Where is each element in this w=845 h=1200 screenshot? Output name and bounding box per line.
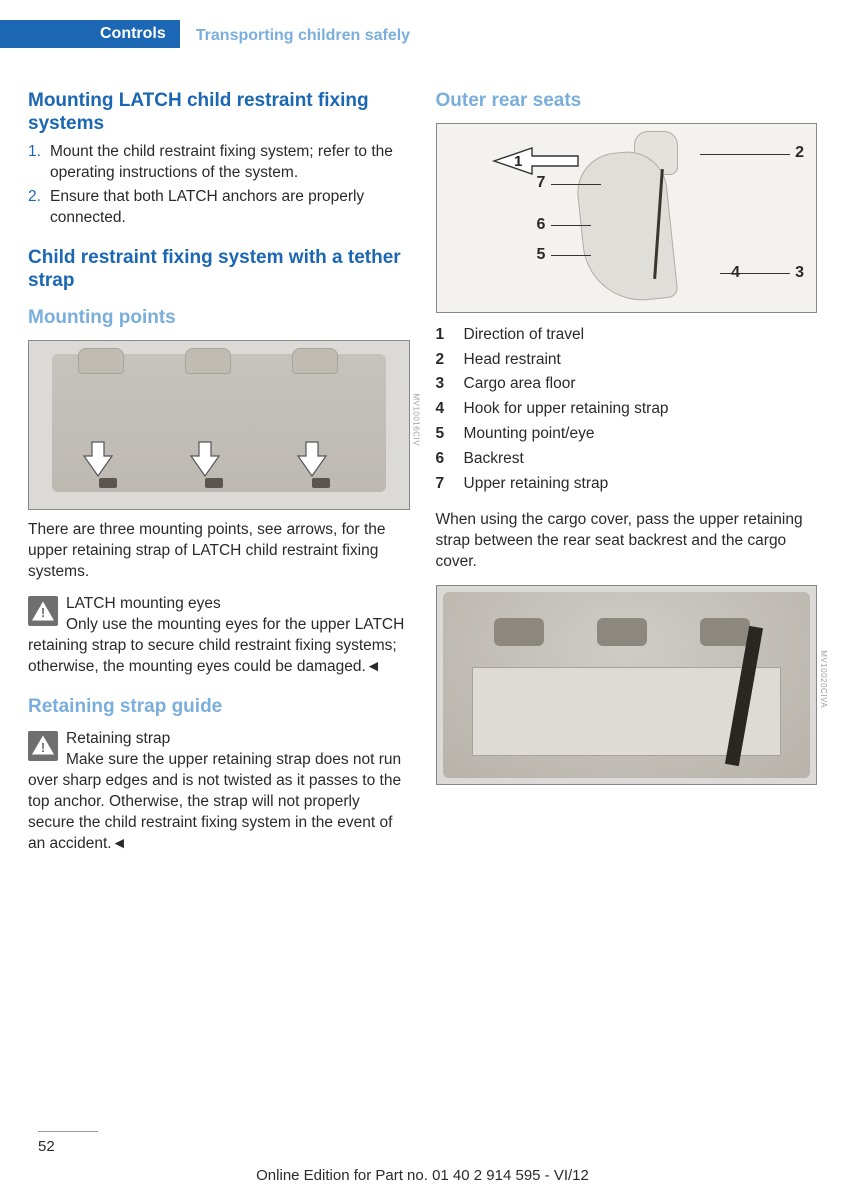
svg-text:1: 1: [514, 153, 522, 170]
warning-icon: [28, 596, 58, 626]
left-column: Mounting LATCH child restraint fixing sy…: [28, 90, 410, 872]
callout-4: 4: [731, 264, 740, 282]
header-section-title: Transporting children safely: [180, 20, 410, 48]
warning-icon: [28, 731, 58, 761]
mounting-points-text: There are three mounting points, see arr…: [28, 520, 410, 583]
page-number: 52: [38, 1131, 98, 1155]
step-number: 1.: [28, 142, 50, 184]
callout-2: 2: [795, 144, 804, 162]
direction-arrow-icon: 1: [490, 146, 580, 176]
page-header: Controls Transporting children safely: [0, 20, 410, 48]
warning-title: LATCH mounting eyes: [66, 595, 221, 612]
heading-outer-rear-seats: Outer rear seats: [436, 90, 818, 113]
warning-body: Only use the mounting eyes for the upper…: [28, 616, 404, 675]
warning-body: Make sure the upper retaining strap does…: [28, 751, 401, 852]
figure-cargo-area: MV10020CIVA: [436, 585, 818, 785]
step-text: Ensure that both LATCH anchors are prope…: [50, 187, 410, 229]
figure-seat-diagram: 1 2 3 4 5 6 7: [436, 123, 818, 313]
step-number: 2.: [28, 187, 50, 229]
cargo-cover-text: When using the cargo cover, pass the upp…: [436, 510, 818, 573]
content-columns: Mounting LATCH child restraint fixing sy…: [28, 90, 817, 872]
figure-mounting-points: MV10016CIV: [28, 340, 410, 510]
heading-retaining-guide: Retaining strap guide: [28, 696, 410, 719]
heading-tether-strap: Child restraint fixing system with a tet…: [28, 247, 410, 293]
step-text: Mount the child restraint fixing system;…: [50, 142, 410, 184]
callout-5: 5: [537, 246, 546, 264]
callout-3: 3: [795, 264, 804, 282]
steps-list: 1. Mount the child restraint fixing syst…: [28, 142, 410, 230]
header-tab-controls: Controls: [0, 20, 180, 48]
legend-row: 1Direction of travel: [436, 323, 818, 348]
warning-title: Retaining strap: [66, 730, 170, 747]
legend-row: 3Cargo area floor: [436, 372, 818, 397]
legend-row: 6Backrest: [436, 447, 818, 472]
edition-footer: Online Edition for Part no. 01 40 2 914 …: [0, 1167, 845, 1184]
figure-code: MV10020CIVA: [819, 650, 828, 708]
callout-6: 6: [537, 216, 546, 234]
warning-retaining-strap: Retaining strap Make sure the upper reta…: [28, 729, 410, 855]
down-arrow-icon: [292, 438, 332, 478]
heading-mounting-points: Mounting points: [28, 307, 410, 330]
legend-row: 4Hook for upper retaining strap: [436, 397, 818, 422]
legend-list: 1Direction of travel 2Head restraint 3Ca…: [436, 323, 818, 497]
legend-row: 2Head restraint: [436, 348, 818, 373]
down-arrow-icon: [78, 438, 118, 478]
heading-mounting-latch: Mounting LATCH child restraint fixing sy…: [28, 90, 410, 136]
warning-latch-eyes: LATCH mounting eyes Only use the mountin…: [28, 594, 410, 678]
down-arrow-icon: [185, 438, 225, 478]
step-2: 2. Ensure that both LATCH anchors are pr…: [28, 187, 410, 229]
step-1: 1. Mount the child restraint fixing syst…: [28, 142, 410, 184]
callout-7: 7: [537, 174, 546, 192]
figure-seats-illustration: [52, 354, 386, 492]
right-column: Outer rear seats 1 2 3 4 5 6 7 1Directio…: [436, 90, 818, 872]
legend-row: 5Mounting point/eye: [436, 422, 818, 447]
figure-code: MV10016CIV: [412, 393, 421, 446]
legend-row: 7Upper retaining strap: [436, 472, 818, 497]
